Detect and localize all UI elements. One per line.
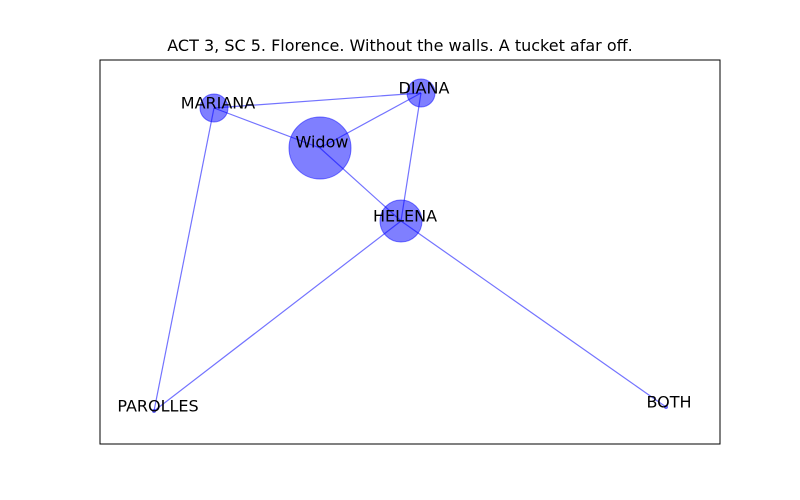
edge-helena-both xyxy=(400,220,667,408)
node-both xyxy=(664,405,668,409)
node-widow xyxy=(288,116,352,180)
node-helena xyxy=(379,199,423,243)
node-label-both: BOTH xyxy=(646,393,691,412)
node-label-helena: HELENA xyxy=(373,207,437,226)
labels-group: Widow DIANA MARIANA HELENA PAROLLES BOTH xyxy=(117,79,691,416)
edges-group xyxy=(153,92,667,412)
diagram-title: ACT 3, SC 5. Florence. Without the walls… xyxy=(167,36,633,55)
node-label-widow: Widow xyxy=(296,133,349,152)
node-label-mariana: MARIANA xyxy=(181,94,256,113)
node-mariana xyxy=(199,93,229,123)
node-parolles xyxy=(152,409,156,413)
plot-frame xyxy=(99,59,721,445)
node-label-diana: DIANA xyxy=(399,79,450,98)
edge-diana-helena xyxy=(400,92,422,222)
nodes-group xyxy=(152,78,668,413)
edge-helena-parolles xyxy=(153,220,402,412)
node-diana xyxy=(406,78,436,108)
edge-mariana-diana xyxy=(213,92,422,109)
node-label-parolles: PAROLLES xyxy=(117,397,198,416)
edge-mariana-parolles xyxy=(153,107,215,412)
